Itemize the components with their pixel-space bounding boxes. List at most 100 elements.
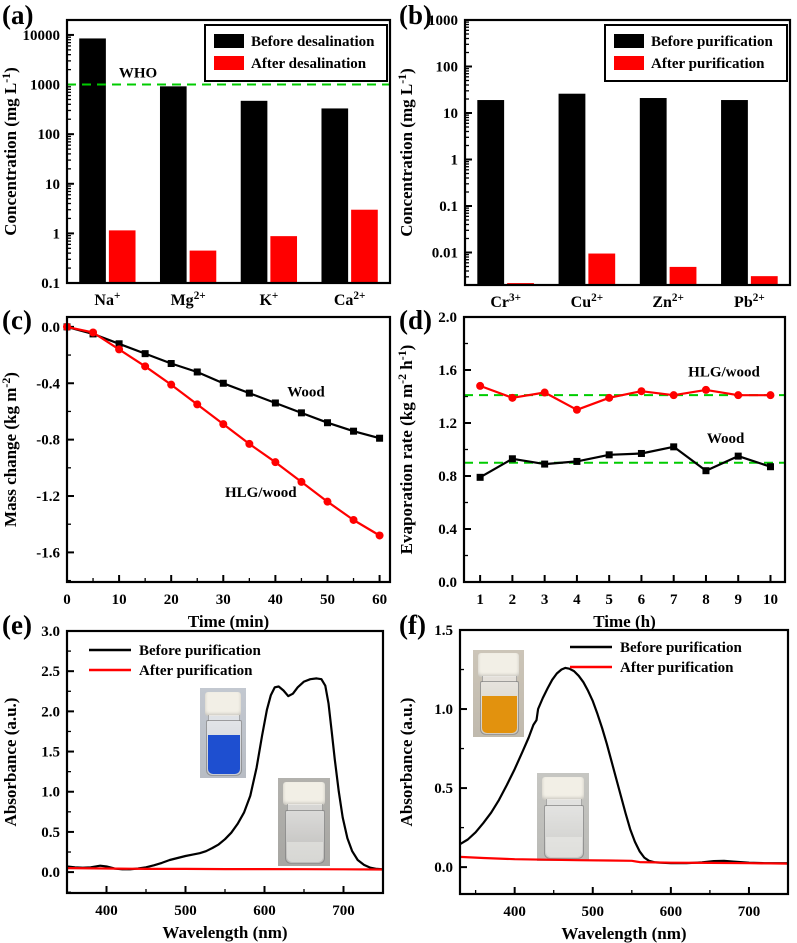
svg-text:100: 100 [38,127,61,143]
series-0 [476,443,774,481]
bar [189,250,217,283]
svg-text:10: 10 [763,592,778,608]
series-1 [459,855,789,865]
bar [240,100,268,283]
svg-text:-1.6: -1.6 [36,545,60,561]
vial-neck [481,676,518,683]
x-axis-title: Wavelength (nm) [561,924,686,943]
svg-text:2: 2 [509,592,517,608]
clear-water-vial-inset [537,773,589,861]
orange-dye-vial-inset [473,650,524,737]
bar [669,266,697,285]
plot-frame [462,315,787,584]
y-axis-title: Concentration (mg L-1) [0,67,20,236]
svg-text:After purification: After purification [139,663,253,679]
series-1 [476,381,775,414]
vial-liquid [546,837,582,858]
panel-b: (b) 0.01 0.1 1 10 100 1000 Concentration (mg L… [395,0,797,311]
vial-liquid [482,695,517,734]
bar-series [477,93,778,286]
svg-text:600: 600 [660,904,683,920]
panel-f: (f) 0.0 0.5 1.0 1.5 400 500 600 700 Absorbance (… [397,610,797,943]
svg-text:Before desalination: Before desalination [251,34,375,50]
svg-text:1.5: 1.5 [434,623,453,639]
y-axis-title: Evaporation rate (kg m-2 h-1) [395,345,416,555]
svg-text:0.0: 0.0 [438,575,457,591]
svg-text:2.0: 2.0 [438,310,457,326]
bar [558,93,586,285]
y-axis-title: Absorbance (a.u.) [397,698,416,827]
svg-text:0.4: 0.4 [438,522,457,538]
bar [588,253,616,285]
bar [477,100,505,285]
svg-text:0.5: 0.5 [41,825,60,841]
svg-text:0.0: 0.0 [434,860,453,876]
svg-text:After purification: After purification [651,56,765,72]
bar [721,100,748,285]
panel-e-label: (e) [2,610,32,640]
svg-text:3: 3 [541,592,549,608]
bar [159,86,187,283]
svg-text:10000: 10000 [23,28,61,44]
svg-text:1.0: 1.0 [434,702,453,718]
bar [108,230,136,283]
svg-text:1: 1 [53,226,61,242]
svg-text:3.0: 3.0 [41,624,60,640]
svg-text:500: 500 [174,903,197,919]
svg-text:400: 400 [95,903,118,919]
bar [750,276,778,285]
svg-text:1.6: 1.6 [438,363,457,379]
legend: Before purification After purification [604,24,788,82]
svg-text:5: 5 [605,592,613,608]
category-label: Na+ [94,290,120,309]
y-axis-title: Concentration (mg L-1) [395,68,416,237]
svg-text:0.5: 0.5 [434,781,453,797]
vial-body [285,809,325,865]
svg-text:After purification: After purification [620,660,734,676]
svg-text:Before purification: Before purification [139,643,261,659]
bar [639,98,667,286]
series-0 [66,677,384,871]
svg-text:9: 9 [734,592,742,608]
bar [321,108,349,283]
svg-text:0.8: 0.8 [438,469,457,485]
svg-text:40: 40 [268,592,283,608]
category-label: K+ [259,290,278,309]
vial-liquid [208,735,240,775]
svg-text:700: 700 [738,904,761,920]
category-label: Zn2+ [652,292,684,311]
series-1 [63,322,384,540]
category-label: Cu2+ [571,292,603,311]
svg-text:500: 500 [582,904,605,920]
legend: Before desalination After desalination [204,24,388,82]
vial-liquid [287,842,323,863]
clear-water-vial-inset [278,778,330,866]
axes: 0.0 0.5 1.0 1.5 2.0 2.5 3.0 400 500 600 700 [41,624,355,919]
svg-text:1000: 1000 [428,13,458,29]
vial-body [544,804,584,860]
svg-text:2.0: 2.0 [41,704,60,720]
panel-a: (a) 0.1 1 10 100 1000 10000 Concentration (mg … [0,0,397,309]
axes: 0.0 0.5 1.0 1.5 400 500 600 700 [434,623,760,920]
series-0 [63,323,384,442]
svg-text:0.1: 0.1 [41,276,60,292]
panel-d-label: (d) [399,305,432,335]
bar [79,38,106,284]
legend: Before purification After purification [89,643,261,679]
svg-text:1: 1 [476,592,484,608]
plot-frame [463,18,792,287]
svg-text:4: 4 [573,592,581,608]
svg-text:-1.2: -1.2 [36,489,60,505]
series-0 [459,666,788,865]
svg-text:-0.4: -0.4 [36,376,60,392]
panel-c-label: (c) [2,305,32,335]
panel-c-chart: 0.0 -0.4 -0.8 -1.2 -1.6 0 10 20 30 40 50 60 Mass cha… [0,315,392,631]
svg-text:0.1: 0.1 [439,199,458,215]
svg-text:1: 1 [451,152,459,168]
svg-text:10: 10 [112,592,127,608]
panel-b-chart: 0.01 0.1 1 10 100 1000 Concentration (mg L-1) C… [395,13,792,311]
svg-text:400: 400 [503,904,526,920]
svg-text:6: 6 [638,592,646,608]
panel-a-label: (a) [2,0,34,30]
